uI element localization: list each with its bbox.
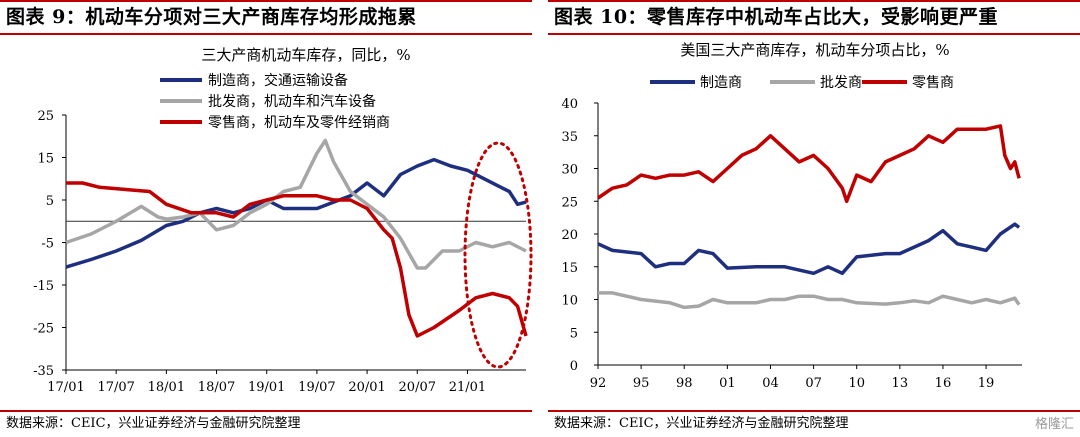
x-tick-label: 98 [676,376,693,391]
legend-label: 零售商 [912,75,954,91]
right-figure-title: 图表 10：零售库存中机动车占比大，受影响更严重 [548,0,1080,35]
x-tick-label: 10 [848,376,865,391]
left-figure-title: 图表 9：机动车分项对三大产商库存均形成拖累 [0,0,532,35]
x-tick-label: 04 [762,376,779,391]
right-source-note: 数据来源：CEIC，兴业证券经济与金融研究院整理 [548,410,1080,434]
y-tick-label: 25 [37,109,54,124]
x-tick-label: 17/01 [47,380,84,395]
legend-label: 制造商 [700,75,742,91]
series-line [597,222,1021,276]
y-tick-label: -5 [41,237,54,252]
x-tick-label: 19/07 [298,380,335,395]
legend-label: 批发商，机动车和汽车设备 [208,93,376,110]
chart-title: 美国三大产商库存，机动车分项占比，% [680,41,949,59]
y-tick-label: 25 [561,195,578,210]
x-tick-label: 19 [978,376,995,391]
y-tick-label: 5 [46,194,54,209]
series-line [65,157,527,269]
y-tick-label: 40 [561,97,578,112]
legend-label: 零售商，机动车及零件经销商 [208,114,390,131]
legend-label: 批发商 [820,75,862,91]
y-tick-label: -25 [33,322,54,337]
series-line [66,181,528,338]
x-tick-label: 19/01 [248,380,285,395]
x-tick-label: 13 [892,376,909,391]
y-tick-label: 15 [561,261,578,276]
y-tick-label: 15 [37,152,54,167]
chart-title: 三大产商机动车库存，同比，% [201,46,410,64]
series-line [598,291,1021,310]
series-line [597,124,1021,204]
y-tick-label: 10 [561,294,578,309]
y-tick-label: 5 [570,326,578,341]
x-tick-label: 21/01 [449,380,486,395]
y-tick-label: -35 [33,364,54,379]
x-tick-label: 07 [805,376,822,391]
x-tick-label: 20/01 [348,380,385,395]
y-tick-label: 0 [570,359,578,374]
x-tick-label: 16 [935,376,952,391]
highlight-ellipse [463,141,533,369]
x-tick-label: 18/07 [198,380,235,395]
x-tick-label: 20/07 [399,380,436,395]
x-tick-label: 92 [590,376,607,391]
y-tick-label: -15 [33,279,54,294]
x-tick-label: 18/01 [148,380,185,395]
y-tick-label: 30 [561,163,578,178]
series-line [65,138,527,270]
left-source-note: 数据来源：CEIC，兴业证券经济与金融研究院整理 [0,410,532,434]
legend-label: 制造商，交通运输设备 [208,72,348,89]
x-tick-label: 95 [633,376,650,391]
watermark-logo: 格隆汇 [1034,417,1074,432]
x-tick-label: 01 [719,376,736,391]
y-tick-label: 20 [561,228,578,243]
y-tick-label: 35 [561,130,578,145]
x-tick-label: 17/07 [97,380,134,395]
